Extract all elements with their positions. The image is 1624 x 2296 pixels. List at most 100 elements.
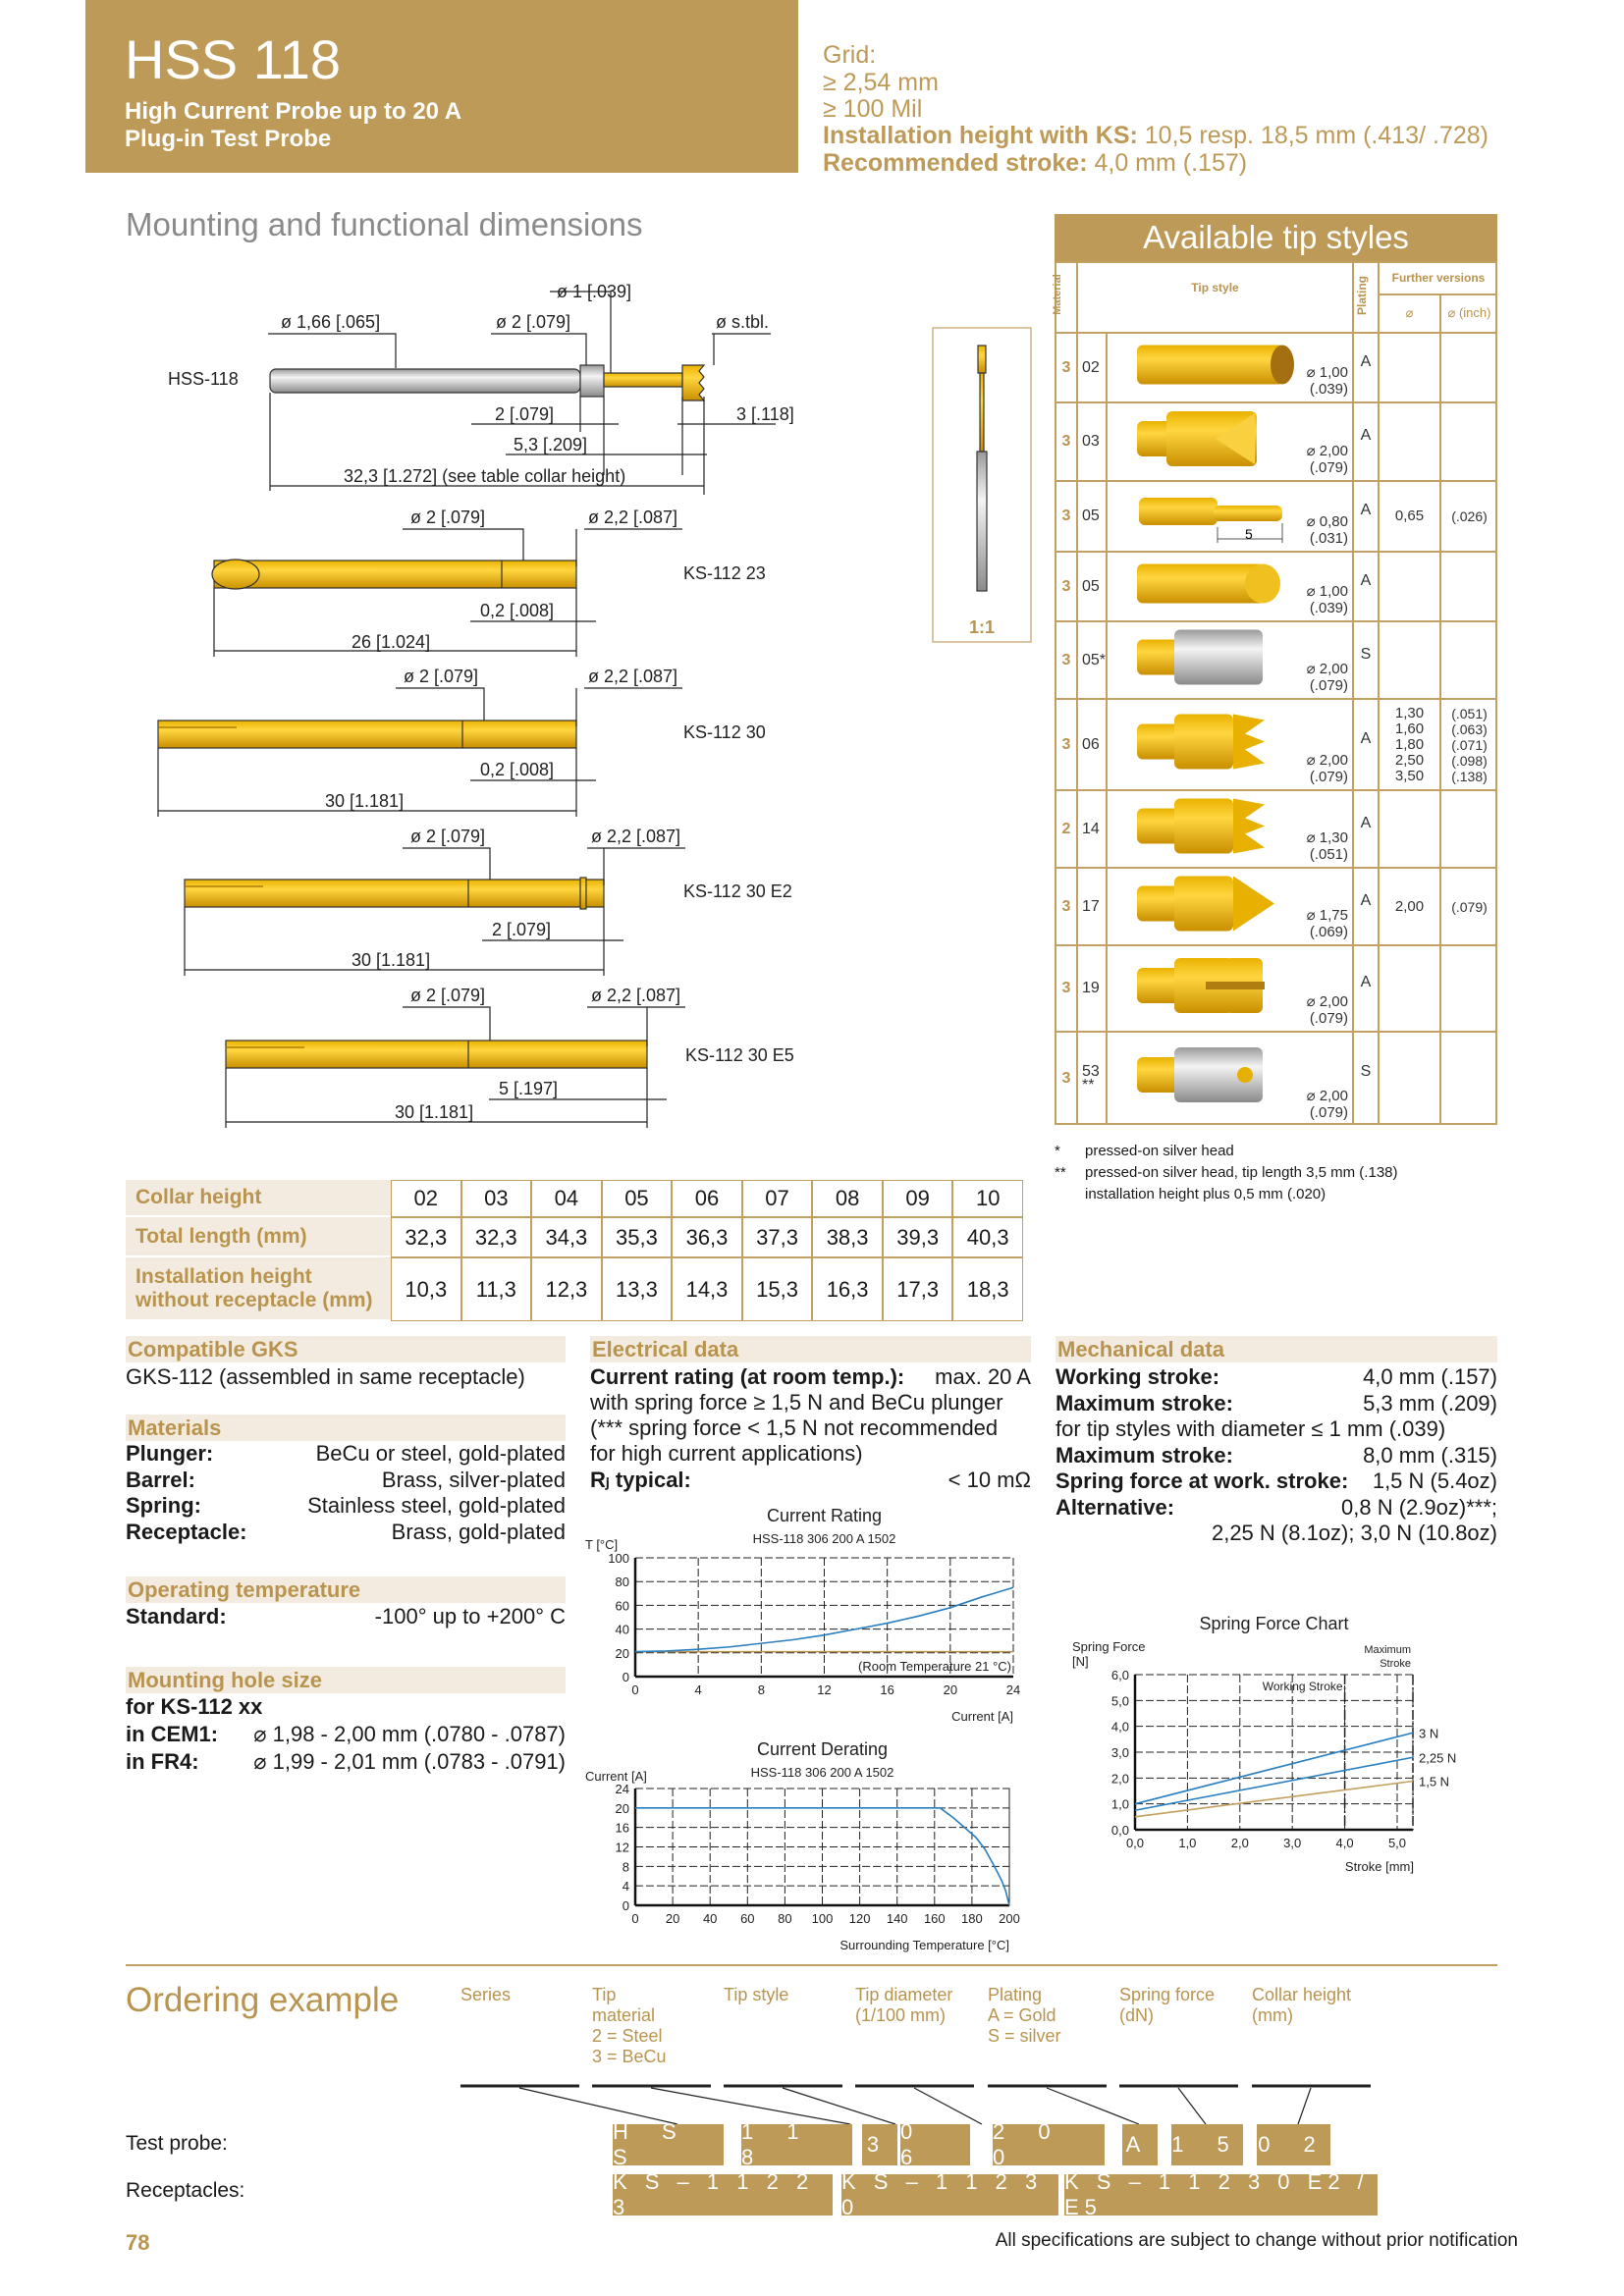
further-inch xyxy=(1441,403,1497,482)
materials-heading: Materials xyxy=(126,1415,566,1441)
x-tick-label: 140 xyxy=(887,1911,908,1926)
x-tick-label: 3,0 xyxy=(1283,1836,1301,1850)
further-inch xyxy=(1441,791,1497,869)
spec-value: 1,5 N (5.4oz) xyxy=(1372,1468,1497,1493)
series-label: 1,5 N xyxy=(1419,1774,1449,1789)
hss-label: HSS-118 xyxy=(168,369,239,389)
header-material: Material xyxy=(1052,263,1078,334)
current-derating-chart: Current Derating HSS-118 306 200 A 1502 Cu… xyxy=(585,1739,1020,1952)
spec-row: Maximum stroke: 5,3 mm (.209) xyxy=(1056,1391,1497,1416)
x-tick-label: 200 xyxy=(999,1911,1020,1926)
further-diameter: 0,65 xyxy=(1380,482,1441,553)
ordering-column-label: Tip material 2 = Steel 3 = BeCu xyxy=(592,1985,667,2066)
y-tick-label: 80 xyxy=(616,1575,629,1589)
further-inch xyxy=(1441,946,1497,1033)
y-tick-label: 2,0 xyxy=(1111,1771,1129,1786)
gks-heading: Compatible GKS xyxy=(126,1336,566,1362)
further-inch xyxy=(1441,553,1497,622)
resistance-value: < 10 mΩ xyxy=(947,1468,1031,1492)
optemp-value: -100° up to +200° C xyxy=(374,1604,566,1629)
hole-value: ⌀ 1,98 - 2,00 mm (.0780 - .0787) xyxy=(253,1722,566,1746)
x-axis-label: Stroke [mm] xyxy=(1345,1859,1414,1874)
ordering-connector xyxy=(1046,2087,1140,2125)
installation-value: 10,5 resp. 18,5 mm (.413/ .728) xyxy=(1144,122,1489,149)
grid-mm: ≥ 2,54 mm xyxy=(823,69,939,96)
tip-image-cell: 5 ⌀ 0,80 (.031) xyxy=(1108,482,1354,553)
material-heading: Material xyxy=(1051,274,1063,315)
tip-style-code: 05 xyxy=(1078,482,1108,553)
tip-diameter-inch: (.051) xyxy=(1309,846,1348,863)
scale-box xyxy=(932,327,1032,643)
tip-material: 3 xyxy=(1056,553,1078,622)
tip-silver-icon xyxy=(1137,629,1263,685)
ordering-connector xyxy=(650,2087,851,2125)
hole-for: for KS-112 xx xyxy=(126,1694,263,1719)
spec-row: for tip styles with diameter ≤ 1 mm (.03… xyxy=(1056,1416,1497,1442)
x-axis-label: Current [A] xyxy=(951,1709,1013,1724)
tip-plating: A xyxy=(1354,553,1380,622)
x-tick-label: 2,0 xyxy=(1231,1836,1249,1850)
tip-diameter: ⌀ 1,30 (.051) xyxy=(1307,829,1348,863)
mounting-title: Mounting and functional dimensions xyxy=(126,206,643,242)
tip-diameter: ⌀ 2,00 (.079) xyxy=(1307,993,1348,1027)
dim-label: ø 2,2 [.087] xyxy=(591,827,680,846)
y-tick-label: 0 xyxy=(623,1898,629,1913)
x-tick-label: 20 xyxy=(666,1911,679,1926)
tip-diameter-mm: ⌀ 1,30 xyxy=(1306,829,1348,846)
tip-diameter-inch: (.079) xyxy=(1309,677,1348,694)
y-tick-label: 20 xyxy=(616,1646,629,1661)
tip-material: 3 xyxy=(1056,334,1078,403)
tip-head xyxy=(1174,798,1233,854)
tip-crown3-icon xyxy=(1137,798,1265,854)
tip-head xyxy=(1166,411,1257,466)
x-tick-label: 40 xyxy=(703,1911,717,1926)
tip-diameter-inch: (.039) xyxy=(1309,381,1348,398)
dim-label: 5,3 [.209] xyxy=(514,435,587,454)
dim-label: ø 2,2 [.087] xyxy=(588,667,677,686)
spec-key: Plunger: xyxy=(126,1441,214,1466)
electrical-note: (*** spring force < 1,5 N not recommende… xyxy=(590,1415,999,1440)
tip-material: 3 xyxy=(1056,482,1078,553)
dimension-lines xyxy=(184,847,685,976)
further-inch: (.079) xyxy=(1441,869,1497,946)
x-tick-label: 60 xyxy=(740,1911,754,1926)
x-tick-label: 20 xyxy=(944,1682,957,1697)
collar-height-table: Collar height 02 03 04 05 06 07 08 09 10 Total len… xyxy=(126,1180,1023,1321)
spec-row: Alternative: 0,8 N (2.9oz)***; xyxy=(1056,1495,1497,1521)
tip-diameter-mm: ⌀ 1,00 xyxy=(1306,583,1348,600)
tip-cup-icon xyxy=(1137,411,1257,466)
further-inch xyxy=(1441,622,1497,700)
ordering-connector xyxy=(518,2087,678,2125)
collar-cell: 08 xyxy=(812,1180,883,1217)
further-diameter xyxy=(1380,946,1441,1033)
x-tick-label: 12 xyxy=(817,1682,831,1697)
collar-row-label: Total length (mm) xyxy=(126,1217,391,1257)
dim-label: ø 1,66 [.065] xyxy=(281,312,380,332)
collar-cell: 34,3 xyxy=(531,1217,602,1257)
tip-cone xyxy=(1216,413,1255,464)
grid-label: Grid: xyxy=(823,41,877,69)
collar-cell: 09 xyxy=(882,1180,953,1217)
hole-heading: Mounting hole size xyxy=(126,1667,566,1693)
dim-label: 0,2 [.008] xyxy=(480,601,554,620)
installation-label: Installation height with KS: xyxy=(823,122,1138,149)
spec-value: BeCu or steel, gold-plated xyxy=(315,1441,566,1466)
spec-row: 2,25 N (8.1oz); 3,0 N (10.8oz) xyxy=(1056,1521,1497,1546)
tip-material: 2 xyxy=(1056,791,1078,869)
tip-crown xyxy=(1233,714,1265,770)
tip-head xyxy=(1174,958,1233,1013)
spec-row: Spring: Stainless steel, gold-plated xyxy=(126,1493,566,1519)
y-tick-label: 5,0 xyxy=(1111,1693,1129,1708)
collar-cell: 10 xyxy=(952,1180,1023,1217)
tip-style-code: 14 xyxy=(1078,791,1108,869)
tip-silver-head xyxy=(1174,1047,1263,1102)
collar-cell: 38,3 xyxy=(812,1217,883,1257)
tip-shank xyxy=(1137,723,1181,760)
tip-head xyxy=(1174,876,1233,932)
scale-label: 1:1 xyxy=(969,617,995,637)
ordering-column-label: Collar height (mm) xyxy=(1252,1985,1352,2025)
chart-subtitle: HSS-118 306 200 A 1502 xyxy=(751,1765,894,1780)
spec-row: Maximum stroke: 8,0 mm (.315) xyxy=(1056,1443,1497,1468)
tip-diameter: ⌀ 1,00 (.039) xyxy=(1307,583,1348,616)
dim-label: 2 [.079] xyxy=(492,920,551,939)
